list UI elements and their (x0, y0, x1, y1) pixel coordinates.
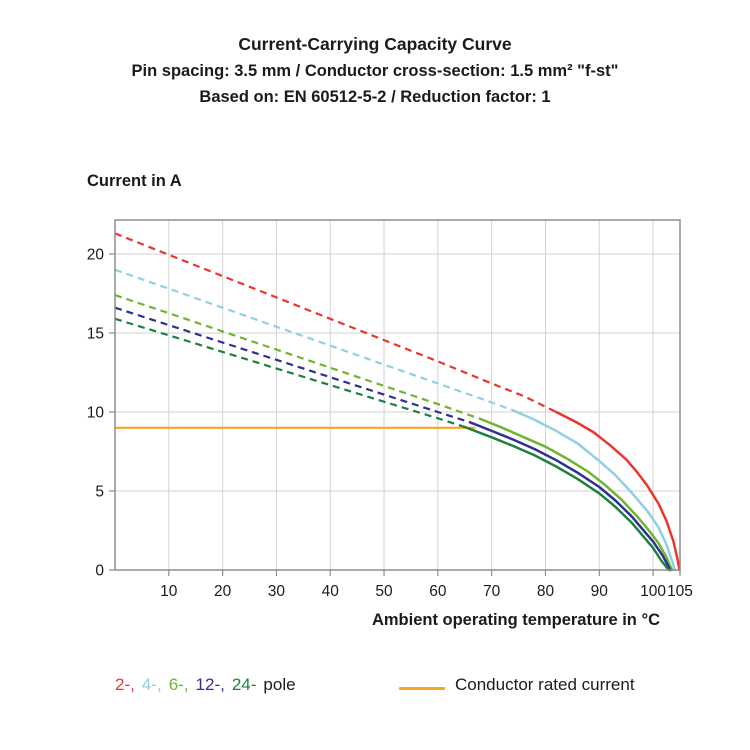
grid (115, 220, 681, 570)
legend-pole-items: 2-, 4-, 6-, 12-, 24- (115, 675, 263, 694)
chart-subtitle-1: Pin spacing: 3.5 mm / Conductor cross-se… (131, 62, 619, 80)
series-24-pole (114, 317, 670, 572)
svg-text:20: 20 (214, 583, 232, 600)
x-tick-labels: 10 20 30 40 50 60 70 80 90 100 105 (160, 570, 693, 600)
svg-text:10: 10 (87, 404, 105, 421)
svg-text:0: 0 (95, 563, 104, 580)
legend-pole-suffix: pole (263, 675, 296, 694)
series-4-pole (114, 268, 676, 572)
svg-text:30: 30 (268, 583, 286, 600)
svg-text:80: 80 (537, 583, 555, 600)
svg-text:10: 10 (160, 583, 178, 600)
svg-text:50: 50 (375, 583, 393, 600)
title-block: Current-Carrying Capacity Curve Pin spac… (0, 31, 750, 110)
chart-title: Current-Carrying Capacity Curve (238, 34, 512, 54)
svg-text:15: 15 (87, 325, 104, 342)
series-2-pole (114, 232, 681, 572)
legend-pole-label: 24- (231, 675, 257, 694)
svg-text:40: 40 (322, 583, 340, 600)
plot-frame (114, 219, 681, 571)
svg-text:5: 5 (95, 483, 104, 500)
y-axis-title: Current in A (87, 172, 182, 190)
series-6-pole (114, 294, 674, 572)
legend-pole-labels: 2-, 4-, 6-, 12-, 24- pole (115, 675, 296, 695)
legend-pole-label: 6-, (168, 675, 189, 694)
legend-pole-label: 2-, (115, 675, 135, 694)
svg-text:90: 90 (591, 583, 609, 600)
svg-text:70: 70 (483, 583, 501, 600)
y-tick-labels: 0 5 10 15 20 (87, 246, 115, 580)
chart-subtitle-2: Based on: EN 60512-5-2 / Reduction facto… (199, 88, 551, 106)
legend-pole-label: 12-, (195, 675, 225, 694)
rated-current-label: Conductor rated current (455, 675, 635, 694)
svg-text:100: 100 (640, 583, 666, 600)
legend-pole-label: 4-, (141, 675, 162, 694)
rated-current-swatch (399, 687, 445, 690)
svg-text:60: 60 (429, 583, 447, 600)
svg-text:105: 105 (667, 583, 693, 600)
series-12-pole (114, 306, 672, 572)
svg-text:20: 20 (87, 246, 105, 263)
x-axis-title: Ambient operating temperature in °C (371, 611, 660, 629)
